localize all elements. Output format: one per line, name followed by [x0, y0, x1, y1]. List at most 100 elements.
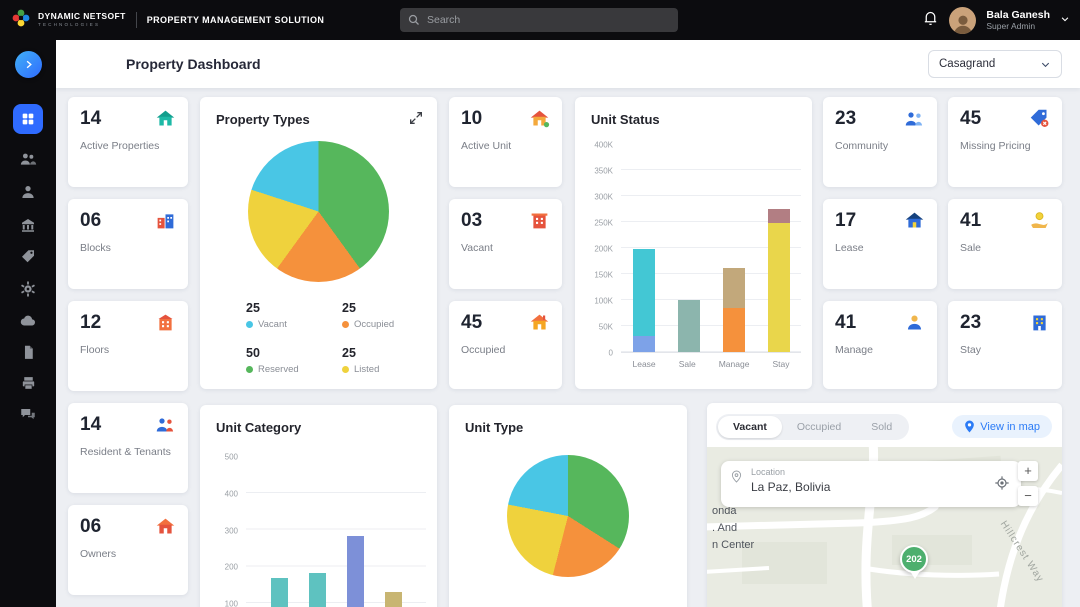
legend-value: 50: [246, 346, 260, 360]
stat-label: Owners: [80, 548, 117, 560]
stat-card-community[interactable]: 23 Community: [823, 97, 937, 187]
printer-icon: [22, 376, 34, 390]
view-in-map-button[interactable]: View in map: [952, 415, 1052, 438]
map-place-label: onda: [712, 505, 737, 517]
sidebar-item-settings[interactable]: [19, 280, 37, 298]
sidebar-item-users[interactable]: [19, 150, 37, 168]
building-icon: [531, 213, 548, 229]
map-card: Vacant Occupied Sold View in map onda . …: [707, 403, 1062, 607]
page-title: Property Dashboard: [126, 56, 261, 72]
location-field-label: Location: [751, 467, 786, 477]
zoom-out-button[interactable]: −: [1018, 486, 1038, 506]
tab-sold[interactable]: Sold: [871, 421, 893, 433]
stat-card-floors[interactable]: 12 Floors: [68, 301, 188, 391]
stat-label: Occupied: [461, 344, 506, 356]
unit-status-plot: [621, 145, 801, 353]
tab-occupied[interactable]: Occupied: [796, 421, 842, 433]
legend-label: Listed: [354, 364, 380, 375]
map-zoom-controls: + −: [1018, 461, 1038, 506]
marker-tail: [910, 571, 920, 579]
stat-card-manage[interactable]: 41 Manage: [823, 301, 937, 389]
tag-icon: [22, 250, 34, 263]
legend-label: Vacant: [258, 319, 287, 330]
topbar-right: Bala Ganesh Super Admin: [922, 0, 1070, 40]
stat-card-lease[interactable]: 17 Lease: [823, 199, 937, 289]
buildings-icon: [157, 214, 174, 229]
property-selector-dropdown[interactable]: Casagrand: [928, 50, 1062, 78]
sidebar-item-chat[interactable]: [19, 406, 37, 424]
legend-label: Reserved: [258, 364, 299, 375]
stat-label: Resident & Tenants: [80, 446, 171, 458]
legend-item: 25 Vacant: [246, 301, 342, 330]
sidebar-item-person[interactable]: [19, 183, 37, 201]
global-search[interactable]: [400, 8, 678, 32]
stat-card-occupied[interactable]: 45 Occupied: [449, 301, 562, 389]
tab-vacant[interactable]: Vacant: [718, 416, 782, 438]
stat-card-active-unit[interactable]: 10 Active Unit: [449, 97, 562, 187]
stat-value: 03: [461, 210, 483, 231]
property-selector-value: Casagrand: [939, 58, 996, 70]
card-title: Property Types: [216, 112, 310, 127]
stat-label: Sale: [960, 242, 982, 254]
house-icon: [530, 110, 550, 128]
stat-label: Active Unit: [461, 140, 512, 152]
chevron-down-icon[interactable]: [1060, 11, 1070, 29]
stat-card-active-properties[interactable]: 14 Active Properties: [68, 97, 188, 187]
stat-card-resident-tenants[interactable]: 14 Resident & Tenants: [68, 403, 188, 493]
stat-label: Lease: [835, 242, 864, 254]
unit-status-chart: 400K 350K 300K 250K 200K 150K 100K 50K 0: [583, 141, 801, 358]
house-icon: [156, 518, 175, 534]
sidebar-item-cloud[interactable]: [19, 312, 37, 330]
building-icon: [158, 314, 173, 331]
legend-value: 25: [342, 346, 356, 360]
unit-category-y-axis: 500 400 300 200 100: [224, 452, 238, 607]
notification-bell-icon[interactable]: [922, 9, 939, 31]
stat-label: Floors: [80, 344, 110, 356]
users-icon: [20, 153, 37, 165]
stat-value: 45: [461, 312, 483, 333]
map-area[interactable]: onda . And n Center Hillcrest Way 202 Lo…: [707, 447, 1062, 607]
avatar[interactable]: [949, 6, 977, 34]
chat-icon: [21, 409, 35, 420]
stat-label: Manage: [835, 344, 873, 356]
search-icon: [408, 14, 419, 25]
legend-item: 50 Reserved: [246, 346, 342, 375]
user-block[interactable]: Bala Ganesh Super Admin: [986, 9, 1050, 32]
sidebar-item-dashboard[interactable]: [13, 104, 43, 134]
user-name: Bala Ganesh: [986, 8, 1050, 21]
people-icon: [156, 418, 174, 432]
stat-card-missing-pricing[interactable]: 45 Missing Pricing: [948, 97, 1062, 187]
legend-dot: [246, 321, 253, 328]
map-marker-202[interactable]: 202: [900, 545, 930, 579]
sidebar-collapse-button[interactable]: [15, 51, 42, 78]
expand-icon[interactable]: [408, 110, 424, 126]
stat-label: Missing Pricing: [960, 140, 1031, 152]
zoom-in-button[interactable]: +: [1018, 461, 1038, 481]
marker-value: 202: [900, 545, 928, 573]
company-logo-icon: [12, 9, 30, 32]
legend-dot: [246, 366, 253, 373]
crosshair-icon[interactable]: [994, 475, 1010, 496]
stat-card-sale[interactable]: 41 Sale: [948, 199, 1062, 289]
legend-dot: [342, 321, 349, 328]
dashboard-grid-icon: [22, 113, 34, 125]
search-input[interactable]: [427, 14, 670, 26]
sidebar-item-documents[interactable]: [19, 343, 37, 361]
stat-label: Stay: [960, 344, 982, 356]
map-location-search[interactable]: Location La Paz, Bolivia: [721, 461, 1021, 507]
house-icon: [156, 110, 175, 126]
stat-value: 14: [80, 108, 102, 129]
legend-item: 25 Listed: [342, 346, 438, 375]
price-tag-icon: [1030, 109, 1049, 127]
stat-value: 23: [835, 108, 857, 129]
stat-card-vacant[interactable]: 03 Vacant: [449, 199, 562, 289]
house-icon: [530, 314, 549, 330]
brand-name: DYNAMIC NETSOFT: [38, 10, 126, 21]
stat-card-owners[interactable]: 06 Owners: [68, 505, 188, 595]
person-icon: [22, 186, 34, 198]
stat-card-blocks[interactable]: 06 Blocks: [68, 199, 188, 289]
stat-card-stay[interactable]: 23 Stay: [948, 301, 1062, 389]
sidebar-item-tags[interactable]: [19, 248, 37, 266]
sidebar-item-building[interactable]: [19, 216, 37, 234]
sidebar-item-printer[interactable]: [19, 374, 37, 392]
